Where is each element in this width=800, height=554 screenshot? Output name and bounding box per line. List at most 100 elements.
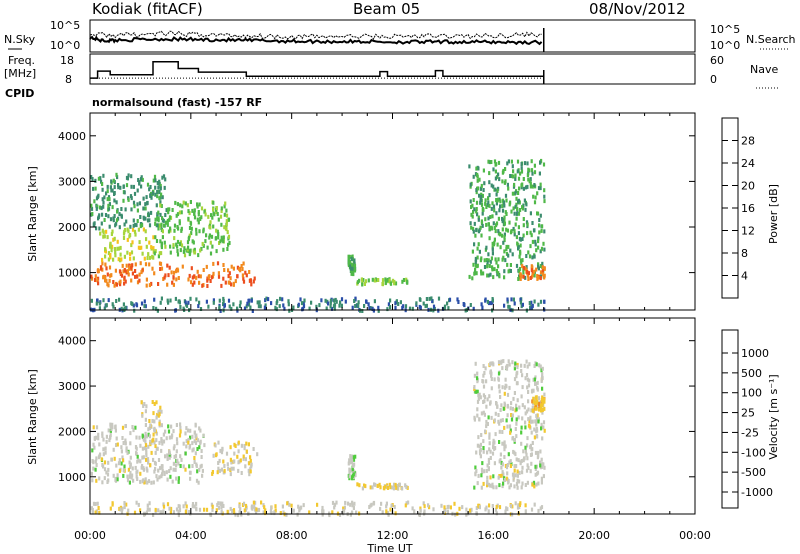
velocity-cell xyxy=(129,470,132,475)
velocity-cell xyxy=(422,501,425,506)
power-cell xyxy=(377,278,380,282)
velocity-cell xyxy=(501,484,504,489)
power-cell xyxy=(109,244,112,249)
power-cell xyxy=(491,300,494,305)
velocity-cell xyxy=(95,478,98,483)
velocity-cell xyxy=(479,454,482,459)
velocity-cell xyxy=(132,478,135,483)
velocity-cell xyxy=(536,380,539,385)
power-cell xyxy=(97,281,100,286)
power-cell xyxy=(141,177,144,182)
power-cell xyxy=(132,218,135,223)
velocity-cell xyxy=(142,466,145,471)
velocity-cell xyxy=(407,500,410,505)
velocity-cell xyxy=(281,504,284,509)
velocity-cell xyxy=(234,512,237,517)
power-cell xyxy=(159,183,162,188)
power-cell xyxy=(111,188,114,193)
power-cell xyxy=(205,264,208,269)
power-cell xyxy=(491,298,494,303)
power-cell xyxy=(217,231,220,236)
power-cell xyxy=(196,204,199,209)
power-cell xyxy=(501,233,504,238)
power-cell xyxy=(274,305,277,310)
power-cell xyxy=(515,202,518,207)
power-cell xyxy=(159,239,162,244)
power-cell xyxy=(532,194,535,199)
power-cell xyxy=(385,278,388,283)
power-cell xyxy=(537,275,540,280)
velocity-cell xyxy=(217,466,220,471)
velocity-cell xyxy=(146,480,149,485)
power-cell xyxy=(505,247,508,252)
power-cell xyxy=(457,300,460,304)
power-cell xyxy=(137,178,140,182)
power-cell xyxy=(129,194,133,199)
power-cell xyxy=(253,276,256,281)
power-cell xyxy=(95,226,98,231)
power-cell xyxy=(448,297,452,302)
power-cell xyxy=(332,298,335,303)
power-cell xyxy=(222,276,225,281)
velocity-cell xyxy=(242,501,246,506)
power-cell xyxy=(136,274,139,279)
velocity-cell xyxy=(488,447,491,452)
velocity-cell xyxy=(160,448,163,453)
power-cell xyxy=(200,246,203,251)
power-cell xyxy=(160,245,163,250)
power-cell xyxy=(131,240,134,245)
velocity-cell xyxy=(534,472,537,477)
velocity-cell xyxy=(510,413,513,417)
cpid-label: CPID xyxy=(5,87,34,100)
power-cell xyxy=(169,244,172,249)
power-cell xyxy=(90,298,93,303)
power-cell xyxy=(530,300,533,305)
power-colorbar-tick-label: 8 xyxy=(741,247,748,260)
velocity-cell xyxy=(124,438,127,443)
power-cell xyxy=(473,242,476,247)
velocity-cell xyxy=(499,452,502,457)
velocity-cell xyxy=(123,505,126,510)
velocity-cell xyxy=(487,460,491,465)
power-cell xyxy=(222,247,225,252)
velocity-cell xyxy=(106,472,110,477)
velocity-cell xyxy=(144,431,147,436)
power-cell xyxy=(501,216,504,221)
power-cell xyxy=(192,240,195,245)
power-cell xyxy=(516,241,519,246)
power-cell xyxy=(359,308,362,313)
noise-tick-high: 10^5 xyxy=(50,19,80,32)
power-cell xyxy=(109,255,112,260)
power-cell xyxy=(104,262,107,267)
velocity-cell xyxy=(537,417,540,422)
velocity-cell xyxy=(133,510,137,515)
power-cell xyxy=(159,200,162,205)
velocity-cell xyxy=(516,365,519,370)
velocity-cell xyxy=(177,513,180,518)
power-cell xyxy=(166,207,170,212)
power-cell xyxy=(209,240,212,245)
velocity-cell xyxy=(137,458,140,463)
velocity-cell xyxy=(510,504,513,509)
velocity-cell xyxy=(503,478,506,482)
velocity-cell xyxy=(107,478,110,483)
power-cell xyxy=(498,208,501,213)
power-cell xyxy=(533,200,537,205)
velocity-cell xyxy=(488,441,491,446)
velocity-cell xyxy=(167,424,170,429)
velocity-cell xyxy=(143,512,146,517)
velocity-cell xyxy=(541,410,544,415)
velocity-cell xyxy=(499,418,502,423)
power-cell xyxy=(514,190,517,195)
x-tick-label: 04:00 xyxy=(175,529,207,542)
velocity-cell xyxy=(141,455,144,460)
velocity-cell xyxy=(530,389,534,394)
power-cell xyxy=(168,265,171,270)
velocity-cell xyxy=(500,359,503,364)
velocity-cell xyxy=(125,502,128,507)
power-cell xyxy=(101,261,104,266)
velocity-cell xyxy=(352,457,356,462)
velocity-cell xyxy=(193,439,196,444)
power-cell xyxy=(495,260,498,265)
power-cell xyxy=(98,301,101,306)
